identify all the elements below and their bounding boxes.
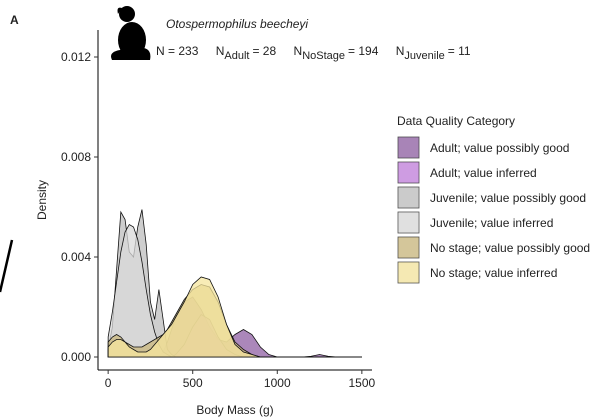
n-value: = 194 (348, 44, 379, 58)
legend-label: No stage; value inferred (430, 266, 557, 280)
x-tick-label: 500 (183, 376, 203, 390)
n-label: N (294, 44, 303, 58)
x-axis-label: Body Mass (g) (196, 403, 273, 417)
n-sub: NoStage (302, 50, 345, 62)
y-tick-label: 0.012 (61, 50, 91, 64)
legend-label: Adult; value possibly good (430, 141, 569, 155)
n-value: = 28 (252, 44, 276, 58)
y-axis-label: Density (35, 180, 49, 220)
x-tick-label: 1500 (349, 376, 376, 390)
y-tick-label: 0.008 (61, 150, 91, 164)
legend-swatch (397, 186, 420, 209)
x-tick-label: 0 (105, 376, 112, 390)
y-tick-label: 0.000 (61, 350, 91, 364)
legend-title: Data Quality Category (397, 114, 515, 128)
chart-title: Otospermophilus beecheyi (166, 17, 308, 31)
sample-sizes: N = 233 NAdult = 28 NNoStage = 194 NJuveni… (156, 44, 471, 62)
n-label: N (396, 44, 405, 58)
legend-label: No stage; value possibly good (430, 241, 590, 255)
n-total: N = 233 (156, 44, 199, 58)
panel-label: A (10, 13, 19, 27)
legend-label: Adult; value inferred (430, 166, 537, 180)
legend-label: Juvenile; value possibly good (430, 191, 586, 205)
n-value: = 11 (448, 44, 471, 58)
y-tick-label: 0.004 (61, 250, 91, 264)
x-tick-label: 1000 (264, 376, 291, 390)
density-area (107, 276, 362, 358)
legend-label: Juvenile; value inferred (430, 216, 553, 230)
n-sub: Adult (224, 50, 249, 62)
legend-swatch (397, 161, 420, 184)
legend-swatch (397, 211, 420, 234)
n-sub: Juvenile (404, 50, 444, 62)
artifact-line (0, 239, 14, 293)
squirrel-icon (111, 6, 151, 60)
legend-swatch (397, 236, 420, 259)
n-label: N (216, 44, 225, 58)
legend-swatch (397, 136, 420, 159)
legend-swatch (397, 261, 420, 284)
